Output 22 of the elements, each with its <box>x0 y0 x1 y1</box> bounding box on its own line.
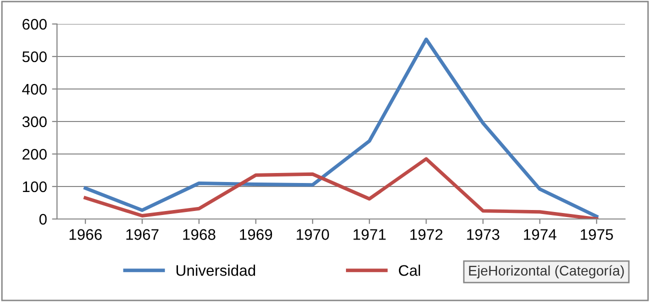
x-tick-label: 1970 <box>296 229 329 240</box>
x-tick-label: 1966 <box>70 229 102 240</box>
y-tick-label: 600 <box>22 18 47 30</box>
line-series <box>84 38 598 218</box>
legend-label: Cal <box>398 264 420 276</box>
x-tick-label: 1972 <box>410 229 442 240</box>
x-tick-label: 1969 <box>240 229 272 240</box>
x-tick-label: 1971 <box>354 229 386 240</box>
x-tick-label: 1968 <box>183 229 216 240</box>
x-tick-label: 1967 <box>126 229 158 240</box>
legend-label: Universidad <box>176 264 256 276</box>
y-tick-label: 200 <box>22 148 47 160</box>
x-tick-label: 1973 <box>467 229 500 240</box>
line-series <box>84 157 598 219</box>
text: EjeHorizontal (Categoría) <box>469 265 624 278</box>
y-tick-label: 100 <box>22 181 47 192</box>
x-tick-label: 1974 <box>524 229 556 240</box>
x-tick-label: 1975 <box>580 229 613 240</box>
y-tick-label: 300 <box>22 116 47 128</box>
y-tick-label: 400 <box>22 84 47 95</box>
y-tick-label: 0 <box>39 214 47 225</box>
y-tick-label: 500 <box>22 51 47 62</box>
